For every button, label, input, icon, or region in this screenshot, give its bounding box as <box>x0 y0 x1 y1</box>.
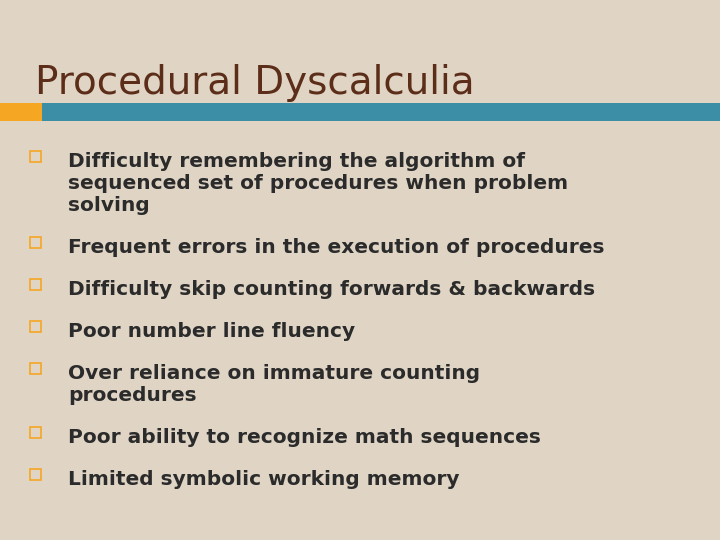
Bar <box>30 321 41 332</box>
Text: Poor ability to recognize math sequences: Poor ability to recognize math sequences <box>68 428 541 447</box>
Text: Frequent errors in the execution of procedures: Frequent errors in the execution of proc… <box>68 238 605 257</box>
Text: Difficulty skip counting forwards & backwards: Difficulty skip counting forwards & back… <box>68 280 595 299</box>
Text: Poor number line fluency: Poor number line fluency <box>68 322 355 341</box>
Bar <box>0 103 42 121</box>
Text: sequenced set of procedures when problem: sequenced set of procedures when problem <box>68 174 568 193</box>
Bar <box>30 279 41 290</box>
Bar <box>30 363 41 374</box>
Text: Difficulty remembering the algorithm of: Difficulty remembering the algorithm of <box>68 152 525 171</box>
Text: solving: solving <box>68 196 150 215</box>
Text: Limited symbolic working memory: Limited symbolic working memory <box>68 470 459 489</box>
Text: Procedural Dyscalculia: Procedural Dyscalculia <box>35 64 474 102</box>
Text: procedures: procedures <box>68 386 197 405</box>
Bar <box>30 427 41 438</box>
Bar <box>30 151 41 162</box>
Text: Over reliance on immature counting: Over reliance on immature counting <box>68 364 480 383</box>
Bar <box>42 103 720 121</box>
Bar <box>30 237 41 248</box>
Bar <box>30 469 41 480</box>
